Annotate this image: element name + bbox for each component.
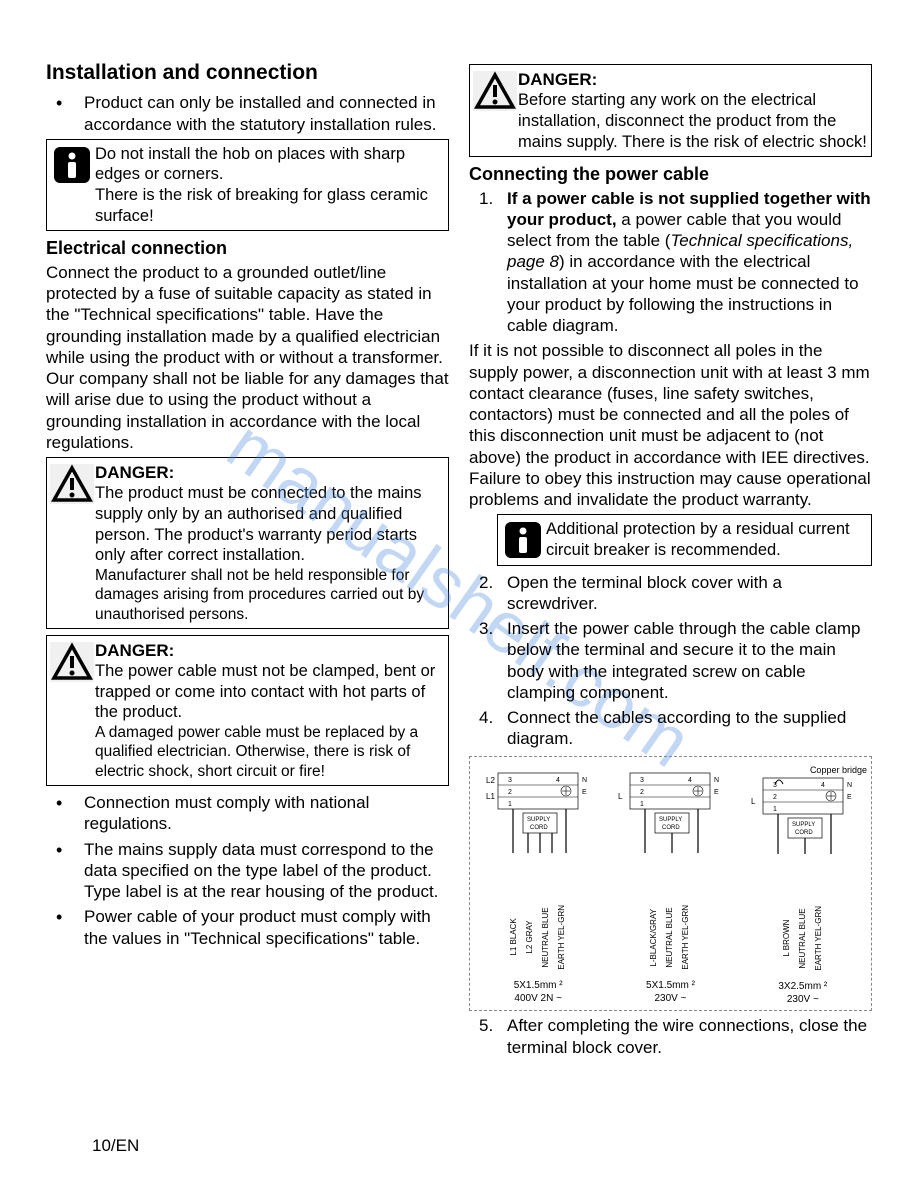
svg-text:1: 1 <box>508 801 512 808</box>
cable-spec: 3X2.5mm ² <box>739 980 867 993</box>
svg-text:2: 2 <box>773 794 777 801</box>
svg-text:2: 2 <box>640 789 644 796</box>
svg-text:3: 3 <box>640 777 644 784</box>
danger-box: DANGER: Before starting any work on the … <box>469 64 872 157</box>
info-icon <box>500 519 546 559</box>
wiring-diagram: L2 L1 34N 2E 1 SUPPLY CORD <box>469 756 872 1012</box>
step-item: After completing the wire connections, c… <box>469 1015 872 1058</box>
svg-text:L: L <box>618 792 623 801</box>
two-column-layout: Installation and connection Product can … <box>46 60 872 1062</box>
svg-text:N: N <box>582 777 587 784</box>
danger-title: DANGER: <box>95 462 446 483</box>
svg-text:N: N <box>847 782 852 789</box>
svg-text:2: 2 <box>508 789 512 796</box>
wire-label: EARTH YEL-GRN <box>557 905 567 970</box>
voltage-spec: 230V ~ <box>606 992 734 1005</box>
subheading: Electrical connection <box>46 237 449 260</box>
wire-label: NEUTRAL BLUE <box>665 905 675 970</box>
right-column: DANGER: Before starting any work on the … <box>469 60 872 1062</box>
danger-small: A damaged power cable must be replaced b… <box>95 723 446 781</box>
wire-label: NEUTRAL BLUE <box>541 905 551 970</box>
svg-text:CORD: CORD <box>530 825 548 831</box>
wiring-config-3: Copper bridge L 34N 2E 1 SUPPLY CORD <box>739 765 867 1007</box>
info-line: Do not install the hob on places with sh… <box>95 144 446 185</box>
bullet-item: Power cable of your product must comply … <box>46 906 449 949</box>
svg-text:SUPPLY: SUPPLY <box>527 817 550 823</box>
svg-text:E: E <box>582 789 587 796</box>
danger-body: Before starting any work on the electric… <box>518 90 869 152</box>
copper-bridge-label: Copper bridge <box>739 765 867 776</box>
svg-text:L2: L2 <box>486 776 495 785</box>
step-item: Insert the power cable through the cable… <box>469 618 872 703</box>
svg-text:L: L <box>751 797 756 806</box>
bullet-item: The mains supply data must correspond to… <box>46 839 449 903</box>
svg-text:L1: L1 <box>486 792 495 801</box>
svg-text:4: 4 <box>688 777 692 784</box>
paragraph: If it is not possible to disconnect all … <box>469 340 872 510</box>
paragraph: Connect the product to a grounded outlet… <box>46 262 449 453</box>
svg-text:E: E <box>714 789 719 796</box>
svg-text:4: 4 <box>556 777 560 784</box>
danger-text: DANGER: The power cable must not be clam… <box>95 640 446 781</box>
danger-title: DANGER: <box>518 69 869 90</box>
info-icon <box>49 144 95 184</box>
danger-small: Manufacturer shall not be held responsib… <box>95 566 446 624</box>
svg-text:1: 1 <box>640 801 644 808</box>
danger-text: DANGER: The product must be connected to… <box>95 462 446 624</box>
step-text: ) in accordance with the electrical inst… <box>507 252 859 335</box>
wire-label: L2 GRAY <box>525 905 535 970</box>
bullet-item: Product can only be installed and connec… <box>46 92 449 135</box>
subheading: Connecting the power cable <box>469 163 872 186</box>
warning-icon <box>49 640 95 682</box>
warning-icon <box>472 69 518 111</box>
danger-body: The power cable must not be clamped, ben… <box>95 661 446 723</box>
wire-label: EARTH YEL-GRN <box>814 906 824 971</box>
voltage-spec: 230V ~ <box>739 993 867 1006</box>
info-line: There is the risk of breaking for glass … <box>95 185 446 226</box>
bullet-item: Connection must comply with national reg… <box>46 792 449 835</box>
cable-spec: 5X1.5mm ² <box>606 979 734 992</box>
main-heading: Installation and connection <box>46 60 449 86</box>
svg-text:CORD: CORD <box>795 830 813 836</box>
svg-text:SUPPLY: SUPPLY <box>659 817 682 823</box>
left-column: Installation and connection Product can … <box>46 60 449 1062</box>
step-item: Connect the cables according to the supp… <box>469 707 872 750</box>
wiring-config-2: L 3 4 N 2 E 1 SUPPLY CORD <box>606 765 734 1007</box>
warning-icon <box>49 462 95 504</box>
wire-label: L-BLACK/GRAY <box>649 905 659 970</box>
svg-text:E: E <box>847 794 852 801</box>
wiring-config-1: L2 L1 3 4 N 2 E 1 SUPPLY CORD <box>474 765 602 1007</box>
svg-text:N: N <box>714 777 719 784</box>
danger-box: DANGER: The power cable must not be clam… <box>46 635 449 786</box>
voltage-spec: 400V 2N ~ <box>474 992 602 1005</box>
svg-text:CORD: CORD <box>662 825 680 831</box>
danger-box: DANGER: The product must be connected to… <box>46 457 449 629</box>
danger-text: DANGER: Before starting any work on the … <box>518 69 869 152</box>
wire-label: NEUTRAL BLUE <box>798 906 808 971</box>
step-item: Open the terminal block cover with a scr… <box>469 572 872 615</box>
info-text: Do not install the hob on places with sh… <box>95 144 446 227</box>
wire-label: L1 BLACK <box>509 905 519 970</box>
danger-body: The product must be connected to the mai… <box>95 483 446 566</box>
info-box: Additional protection by a residual curr… <box>497 514 872 565</box>
cable-spec: 5X1.5mm ² <box>474 979 602 992</box>
svg-text:SUPPLY: SUPPLY <box>792 822 815 828</box>
info-text: Additional protection by a residual curr… <box>546 519 869 560</box>
svg-text:1: 1 <box>773 806 777 813</box>
danger-title: DANGER: <box>95 640 446 661</box>
svg-text:4: 4 <box>821 782 825 789</box>
wire-label: EARTH YEL-GRN <box>681 905 691 970</box>
wire-label: L BROWN <box>782 906 792 971</box>
page-number: 10/EN <box>92 1135 139 1156</box>
info-box: Do not install the hob on places with sh… <box>46 139 449 232</box>
step-item: If a power cable is not supplied togethe… <box>469 188 872 337</box>
svg-text:3: 3 <box>508 777 512 784</box>
